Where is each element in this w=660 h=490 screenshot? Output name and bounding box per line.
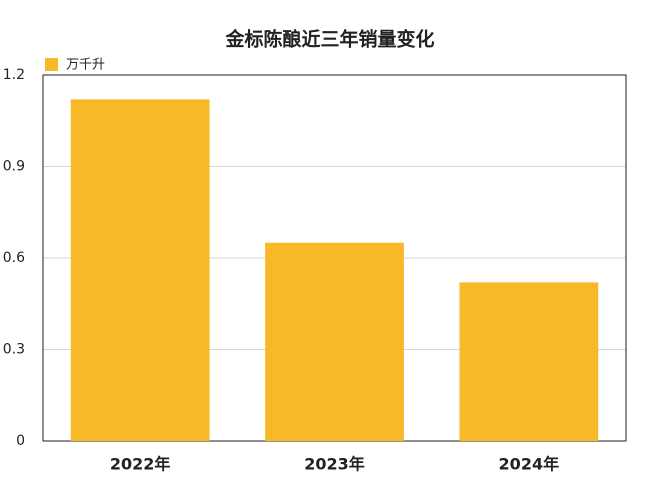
x-tick-label: 2024年 (499, 455, 560, 474)
y-tick-label: 0.6 (3, 250, 25, 266)
y-tick-label: 0.3 (3, 342, 25, 358)
legend-label: 万千升 (66, 58, 105, 73)
chart-title: 金标陈酿近三年销量变化 (224, 28, 434, 51)
bar (70, 99, 210, 442)
bar (459, 282, 599, 441)
x-tick-label: 2022年 (110, 455, 171, 474)
y-tick-label: 1.2 (3, 67, 25, 83)
legend-swatch (45, 58, 58, 71)
y-tick-label: 0.9 (3, 159, 25, 175)
y-tick-label: 0 (16, 433, 25, 449)
bar (265, 242, 404, 441)
x-tick-label: 2023年 (304, 455, 365, 474)
